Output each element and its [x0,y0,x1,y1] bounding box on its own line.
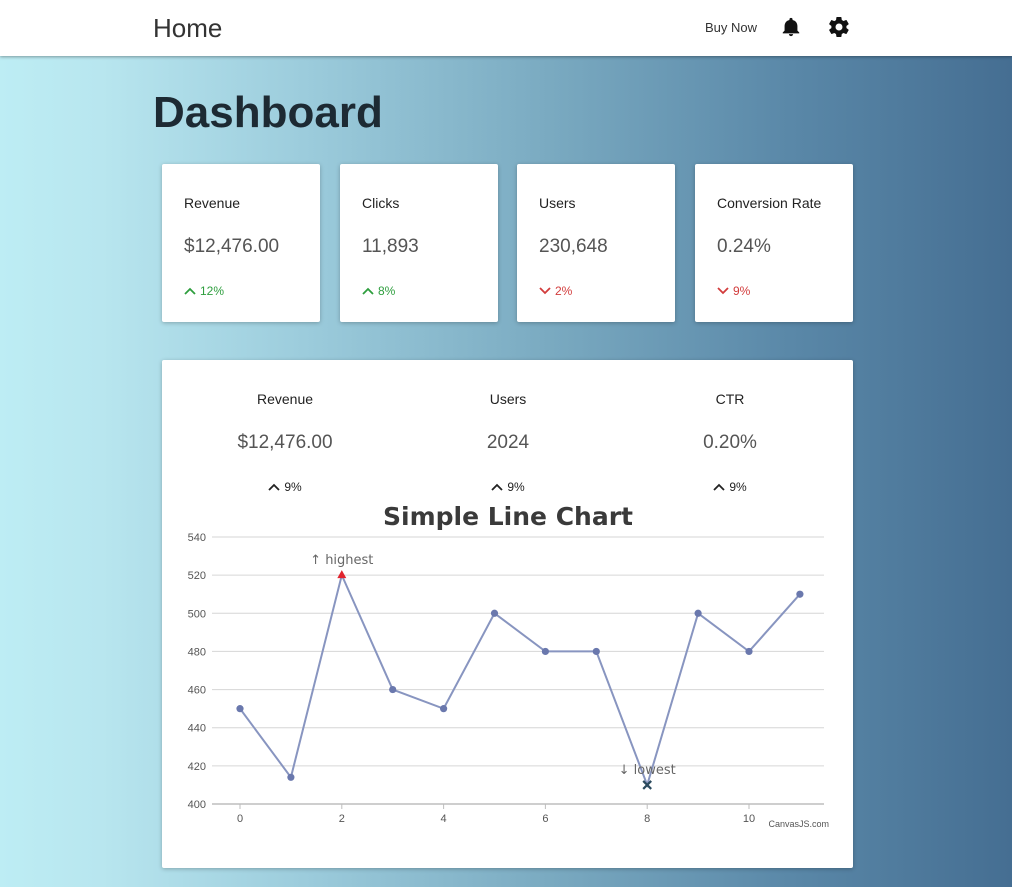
card-label: Clicks [362,195,400,211]
series-line [239,572,801,789]
card-delta-value: 2% [555,284,573,298]
card-delta: 2% [539,284,572,298]
data-point [389,685,397,694]
data-point [694,609,702,617]
x-tick-label: 10 [743,813,755,825]
card-label: Conversion Rate [717,195,822,211]
chevron-down-icon [717,287,729,295]
chevron-up-icon [268,483,280,491]
card-delta: 12% [184,284,224,298]
stat-value: 2024 [486,432,530,453]
y-tick-label: 540 [188,532,206,544]
x-tick-label: 8 [644,813,650,825]
x-tick-label: 4 [441,813,447,825]
data-point [287,773,295,781]
y-tick-label: 520 [188,570,206,582]
card-value: 0.24% [717,236,771,257]
y-tick-label: 440 [188,723,206,735]
line-chart: Simple Line Chart40042044046048050052054… [188,502,829,829]
data-point [796,590,804,598]
top-navbar: Home Buy Now [0,0,1012,56]
metric-card-clicks: Clicks 11,893 8% [340,164,498,322]
stat-delta-value: 9% [284,480,302,494]
card-delta-value: 8% [378,284,396,298]
gear-icon[interactable] [827,15,851,39]
y-tick-label: 400 [188,799,206,811]
y-tick-label: 500 [188,608,206,620]
data-point [236,705,244,713]
stat-delta-value: 9% [729,480,747,494]
buy-now-button[interactable]: Buy Now [705,20,758,35]
card-value: 230,648 [539,236,608,257]
chevron-down-icon [539,287,551,295]
card-label: Revenue [184,195,241,211]
stat-delta-value: 9% [507,480,525,494]
chevron-up-icon [713,483,725,491]
card-delta-value: 9% [733,284,751,298]
x-tick-label: 6 [542,813,548,825]
stat-value: 0.20% [703,432,757,453]
stat-label: Revenue [256,391,314,407]
data-point [745,647,753,656]
y-tick-label: 480 [188,646,206,658]
stat-delta: 9% [408,480,608,494]
page-title: Dashboard [153,88,383,137]
data-point [440,705,448,713]
stat-label: CTR [715,391,745,407]
highest-annotation: ↑ highest [310,553,373,568]
x-tick-label: 0 [237,813,243,825]
data-point [541,647,549,656]
chevron-up-icon [184,287,196,295]
card-delta-value: 12% [200,284,225,298]
stat-delta: 9% [185,480,385,494]
data-point [592,647,600,656]
y-tick-label: 460 [188,685,206,697]
highest-marker [337,570,347,579]
stat-value: $12,476.00 [237,432,333,453]
chart-credit: CanvasJS.com [768,819,829,829]
stat-label: Users [489,391,527,407]
y-tick-label: 420 [188,761,206,773]
chart-panel: Revenue $12,476.00 9% Users 2024 9% CTR … [162,360,853,868]
data-point [490,609,499,617]
card-delta: 9% [717,284,750,298]
x-tick-label: 2 [339,813,345,825]
bell-icon[interactable] [780,15,802,39]
card-value: 11,893 [362,236,419,257]
home-link[interactable]: Home [153,13,223,43]
card-label: Users [539,195,576,211]
chart-title: Simple Line Chart [383,502,633,531]
stat-delta: 9% [630,480,830,494]
lowest-marker [642,780,652,790]
card-delta: 8% [362,284,395,298]
metric-card-revenue: Revenue $12,476.00 12% [162,164,320,322]
lowest-annotation: ↓ lowest [619,763,676,778]
metric-card-conversion-rate: Conversion Rate 0.24% 9% [695,164,853,322]
card-value: $12,476.00 [184,236,280,257]
chevron-up-icon [491,483,503,491]
chevron-up-icon [362,287,374,295]
metric-card-users: Users 230,648 2% [517,164,675,322]
